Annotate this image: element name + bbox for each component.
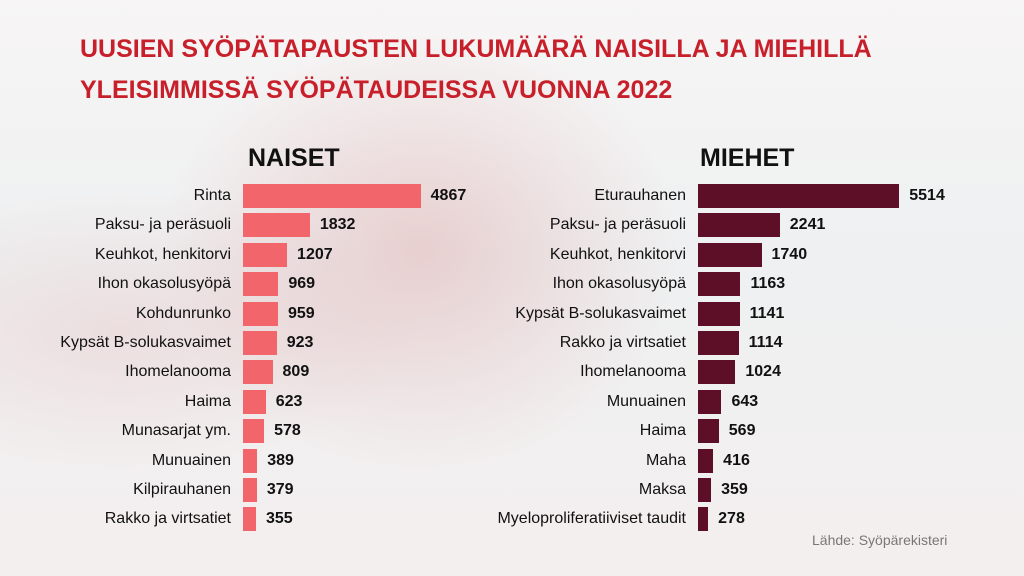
bar <box>698 478 712 502</box>
category-label: Paksu- ja peräsuoli <box>549 216 686 234</box>
bar <box>243 478 257 502</box>
bar <box>698 389 722 414</box>
value-label: 278 <box>718 510 745 528</box>
value-label: 1024 <box>745 363 781 381</box>
category-label: Kilpirauhanen <box>133 481 231 498</box>
value-label: 355 <box>265 510 293 528</box>
value-label: 643 <box>731 392 759 410</box>
category-label: Munasarjat ym. <box>121 422 231 440</box>
value-label: 1207 <box>297 245 333 263</box>
value-label: 1832 <box>319 216 356 234</box>
value-label: 969 <box>288 275 316 293</box>
category-label: Kypsät B-solukasvaimet <box>515 304 686 322</box>
category-label: Kypsät B-solukasvaimet <box>60 334 231 351</box>
category-label: Munuainen <box>606 392 686 410</box>
bar <box>698 360 736 385</box>
value-label: 1163 <box>750 275 786 293</box>
chart-heading: MIEHET <box>700 144 795 172</box>
value-label: 2241 <box>789 216 826 234</box>
source: Lähde: Syöpärekisteri <box>812 532 948 548</box>
category-label: Haima <box>184 392 231 410</box>
bar <box>243 242 288 267</box>
value-label: 623 <box>275 392 303 410</box>
chart-heading: NAISET <box>248 144 340 172</box>
category-label: Keuhkot, henkitorvi <box>94 245 231 263</box>
category-label: Ihon okasolusyöpä <box>97 275 231 293</box>
bar <box>243 389 266 414</box>
bar <box>698 184 900 208</box>
category-label: Eturauhanen <box>594 187 686 204</box>
category-label: Keuhkot, henkitorvi <box>549 245 686 263</box>
title-line: UUSIEN SYÖPÄTAPAUSTEN LUKUMÄÄRÄ NAISILLA… <box>80 35 872 63</box>
bar <box>243 301 278 326</box>
bar <box>698 301 740 326</box>
bar <box>243 213 310 238</box>
value-label: 1114 <box>748 334 783 351</box>
value-label: 809 <box>282 363 310 381</box>
bar <box>698 507 709 532</box>
bar <box>243 507 256 532</box>
bar <box>698 419 719 444</box>
bar <box>698 242 762 267</box>
value-label: 1740 <box>771 245 808 263</box>
bar <box>243 272 279 297</box>
value-label: 5514 <box>909 187 945 204</box>
category-label: Myeloproliferatiiviset taudit <box>497 510 686 528</box>
category-label: Rinta <box>193 187 231 204</box>
value-label: 569 <box>728 422 756 440</box>
category-label: Ihomelanooma <box>125 363 231 381</box>
bar <box>698 448 714 473</box>
bar <box>243 184 421 208</box>
category-label: Rakko ja virtsatiet <box>104 510 231 528</box>
bar <box>243 360 273 385</box>
value-label: 416 <box>723 451 750 469</box>
bar <box>698 213 780 238</box>
category-label: Maksa <box>638 481 686 498</box>
category-label: Paksu- ja peräsuoli <box>94 216 231 234</box>
category-label: Munuainen <box>151 451 231 469</box>
value-label: 959 <box>288 304 315 322</box>
category-label: Haima <box>639 422 686 440</box>
bar <box>243 419 265 444</box>
bar <box>698 272 741 297</box>
category-label: Maha <box>645 451 686 469</box>
category-label: Ihomelanooma <box>580 363 686 381</box>
value-label: 578 <box>274 422 301 440</box>
value-label: 359 <box>721 481 748 498</box>
title-line: YLEISIMMISSÄ SYÖPÄTAUDEISSA VUONNA 2022 <box>80 76 673 104</box>
value-label: 1141 <box>749 304 785 322</box>
bar <box>243 448 258 473</box>
category-label: Ihon okasolusyöpä <box>552 275 686 293</box>
value-label: 379 <box>266 481 294 498</box>
category-label: Rakko ja virtsatiet <box>559 334 686 351</box>
bar <box>698 331 739 355</box>
value-label: 389 <box>267 451 294 469</box>
category-label: Kohdunrunko <box>135 304 231 322</box>
bar <box>243 331 277 355</box>
value-label: 923 <box>286 334 314 351</box>
value-label: 4867 <box>430 187 467 204</box>
